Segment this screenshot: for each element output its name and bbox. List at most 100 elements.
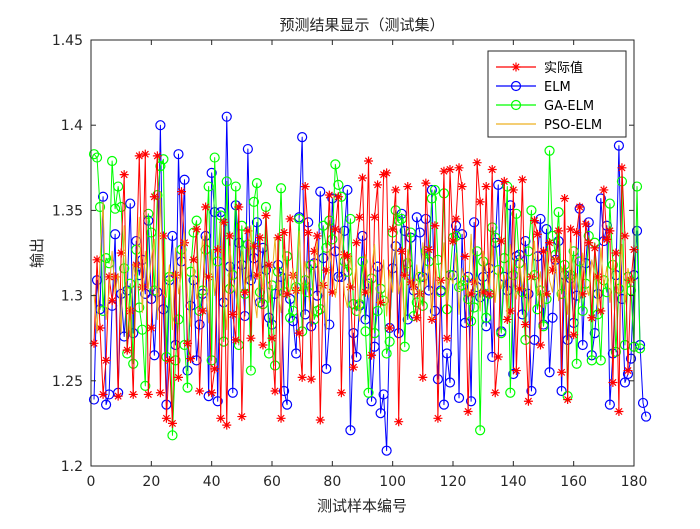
data-point-circle [155,160,166,172]
data-point-asterisk [183,338,193,348]
legend-box [487,50,627,138]
data-point-asterisk [566,224,576,234]
data-point-circle [571,358,582,369]
data-point-asterisk [481,182,491,192]
data-point-circle [116,288,127,299]
data-point-circle [508,368,519,380]
data-point-asterisk [542,289,552,299]
data-point-circle [505,200,516,211]
data-point-circle [499,253,510,264]
data-point-circle [339,225,350,236]
data-point-circle [206,355,217,366]
data-point-circle [128,358,139,369]
data-point-circle [432,373,444,385]
data-point-asterisk [469,277,479,287]
data-point-circle [119,263,130,274]
data-point-circle [625,353,637,364]
data-point-circle [140,380,151,392]
data-point-asterisk [532,229,542,239]
data-point-circle [502,181,513,192]
data-point-asterisk [442,333,452,343]
data-point-asterisk [487,165,497,175]
data-point-asterisk [409,282,419,292]
data-point-asterisk [158,231,168,241]
data-point-asterisk [373,180,383,190]
data-point-asterisk [406,277,416,287]
data-point-circle [194,319,205,330]
data-point-circle [369,327,380,339]
data-point-asterisk [433,413,443,423]
data-point-asterisk [382,168,392,178]
data-point-circle [556,385,567,397]
data-point-circle [275,183,287,194]
data-point-asterisk [403,182,413,192]
data-point-asterisk [137,282,147,292]
data-point-circle [462,271,474,282]
data-point-asterisk [478,287,488,297]
data-point-circle [466,396,477,407]
data-point-asterisk [620,231,630,241]
data-point-circle [637,397,649,409]
data-point-asterisk [89,338,99,348]
data-point-circle [553,207,564,218]
data-point-asterisk [300,182,310,192]
data-point-circle [547,312,558,323]
data-point-asterisk [297,372,307,382]
data-point-asterisk [623,366,633,376]
data-point-asterisk [439,166,449,176]
data-point-asterisk [490,388,500,398]
data-point-circle [110,229,121,240]
data-point-asterisk [397,246,407,256]
data-point-asterisk [225,231,235,241]
data-point-circle [263,348,275,359]
data-point-circle [568,246,579,257]
data-point-circle [634,343,646,354]
data-point-asterisk [587,313,597,323]
data-point-circle [517,309,528,320]
data-point-asterisk [361,287,371,297]
x-tick-label: 120 [440,474,467,490]
data-point-circle [306,259,317,271]
data-point-circle [97,191,109,202]
data-point-circle [459,317,471,328]
data-point-circle [595,355,606,366]
data-point-circle [203,181,214,192]
data-point-circle [592,309,603,320]
data-point-circle [450,230,462,242]
data-point-circle [285,312,296,323]
data-point-asterisk [140,149,150,159]
data-point-circle [429,305,440,317]
series-layer [88,111,652,456]
data-point-asterisk [207,388,217,398]
data-point-circle [444,377,456,388]
data-point-asterisk [228,309,238,319]
data-point-circle [245,365,256,376]
data-point-asterisk [327,287,337,297]
data-point-circle [523,288,534,299]
x-tick-label: 180 [621,474,648,490]
data-point-asterisk [539,246,548,256]
data-point-asterisk [288,270,298,280]
data-point-asterisk [210,364,220,374]
data-point-asterisk [294,328,304,338]
data-point-asterisk [234,202,244,212]
data-point-circle [381,445,392,456]
data-point-asterisk [575,202,585,212]
data-point-circle [429,184,440,196]
data-point-asterisk [608,378,618,388]
data-point-asterisk [306,374,316,384]
data-point-asterisk [354,212,364,222]
legend-label: PSO-ELM [544,118,602,133]
data-point-asterisk [186,354,196,364]
data-point-asterisk [195,386,205,396]
data-point-circle [242,143,253,155]
data-point-asterisk [358,173,367,183]
data-point-asterisk [173,372,183,382]
data-point-asterisk [502,314,512,324]
x-axis-title: 测试样本编号 [317,497,407,515]
x-tick-label: 100 [379,474,406,490]
data-point-circle [206,167,217,179]
chart-title: 预测结果显示（测试集） [279,16,444,34]
data-point-asterisk [170,270,180,280]
data-point-asterisk [626,275,636,285]
